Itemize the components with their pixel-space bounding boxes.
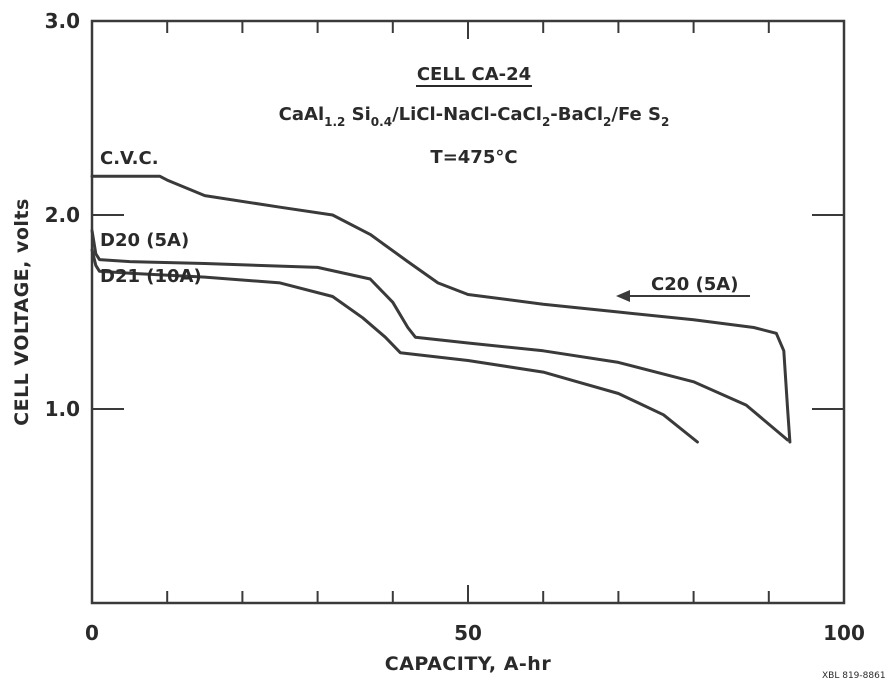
- x-tick-labels: 0 50 100: [85, 621, 865, 645]
- y-axis-label: CELL VOLTAGE, volts: [11, 198, 33, 426]
- chart-title-temperature: T=475°C: [430, 147, 517, 168]
- series-label-d20: D20 (5A): [100, 230, 189, 251]
- axis-ticks: [92, 21, 844, 603]
- chart-title-cell: CELL CA-24: [417, 64, 531, 85]
- y-tick-label: 3.0: [45, 9, 80, 33]
- y-tick-labels: 1.0 2.0 3.0: [45, 9, 80, 421]
- x-tick-label: 0: [85, 621, 99, 645]
- y-tick-label: 2.0: [45, 203, 80, 227]
- x-tick-label: 50: [454, 621, 482, 645]
- series-line-c20-5a: [90, 174, 792, 444]
- annotation-cvc: C.V.C.: [100, 148, 159, 169]
- series-line-d20-5a: [90, 229, 790, 442]
- x-axis-label: CAPACITY, A-hr: [385, 653, 552, 675]
- series-label-d21: D21 (10A): [100, 266, 202, 287]
- series-line-d21-10a: [90, 248, 699, 444]
- series-lines: [90, 174, 792, 444]
- y-tick-label: 1.0: [45, 397, 80, 421]
- series-label-c20: C20 (5A): [651, 274, 738, 295]
- figure-code: XBL 819-8861: [822, 671, 886, 681]
- c20-direction-arrow: [616, 290, 750, 302]
- chart-title-composition: CaAl1.2 Si0.4/LiCl-NaCl-CaCl2-BaCl2/Fe S…: [279, 104, 670, 129]
- x-tick-label: 100: [823, 621, 865, 645]
